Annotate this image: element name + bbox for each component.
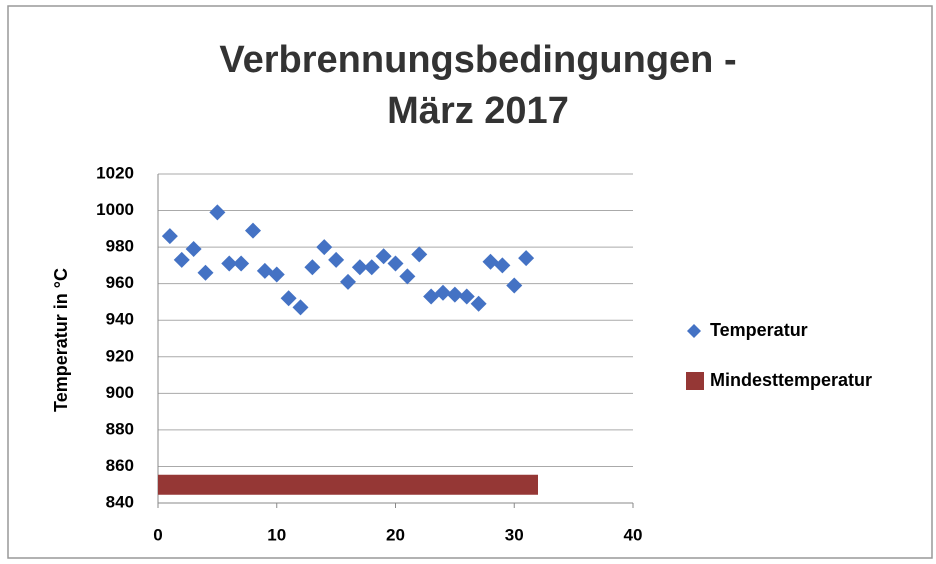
data-point xyxy=(387,255,404,272)
data-point xyxy=(363,259,380,276)
data-point xyxy=(411,246,428,263)
y-tick-label: 860 xyxy=(106,456,134,475)
data-point xyxy=(233,255,250,272)
x-tick-label: 40 xyxy=(624,525,643,544)
data-point xyxy=(423,288,440,305)
data-point xyxy=(458,288,475,305)
y-tick-label: 1020 xyxy=(96,163,134,182)
y-tick-label: 840 xyxy=(106,492,134,511)
data-point xyxy=(280,290,297,307)
data-point xyxy=(221,255,238,272)
data-point xyxy=(506,277,523,294)
chart-title: Verbrennungsbedingungen - xyxy=(219,39,736,81)
y-tick-label: 940 xyxy=(106,310,134,329)
legend-swatch xyxy=(687,324,701,338)
data-point xyxy=(340,273,356,290)
data-point xyxy=(173,251,190,268)
data-point xyxy=(316,239,333,256)
data-point xyxy=(304,259,321,276)
data-point xyxy=(446,286,463,303)
data-point xyxy=(245,222,261,239)
x-tick-label: 30 xyxy=(505,525,524,544)
data-point xyxy=(268,266,285,283)
data-point xyxy=(482,253,499,270)
y-tick-label: 880 xyxy=(106,419,134,438)
data-point xyxy=(328,251,345,268)
data-point xyxy=(256,262,273,279)
x-tick-label: 20 xyxy=(386,525,405,544)
data-point xyxy=(470,295,487,312)
y-tick-label: 920 xyxy=(106,346,134,365)
legend-label: Temperatur xyxy=(710,320,808,340)
y-tick-label: 1000 xyxy=(96,200,134,219)
y-axis-label: Temperatur in °C xyxy=(51,268,71,412)
data-point xyxy=(435,284,451,301)
y-tick-label: 980 xyxy=(106,237,134,256)
data-point xyxy=(351,259,368,276)
legend-label: Mindesttemperatur xyxy=(710,370,872,390)
data-point xyxy=(399,268,416,285)
chart-title: März 2017 xyxy=(387,90,569,132)
data-point xyxy=(185,240,202,257)
data-point xyxy=(161,228,178,245)
data-point xyxy=(494,257,511,274)
x-tick-label: 10 xyxy=(267,525,286,544)
data-point xyxy=(375,248,392,265)
legend-swatch xyxy=(686,372,704,390)
x-tick-label: 0 xyxy=(153,525,162,544)
data-point xyxy=(292,299,309,316)
y-tick-label: 960 xyxy=(106,273,134,292)
data-point xyxy=(518,250,535,267)
data-point xyxy=(197,264,214,281)
y-tick-label: 900 xyxy=(106,383,134,402)
data-point xyxy=(209,204,226,221)
